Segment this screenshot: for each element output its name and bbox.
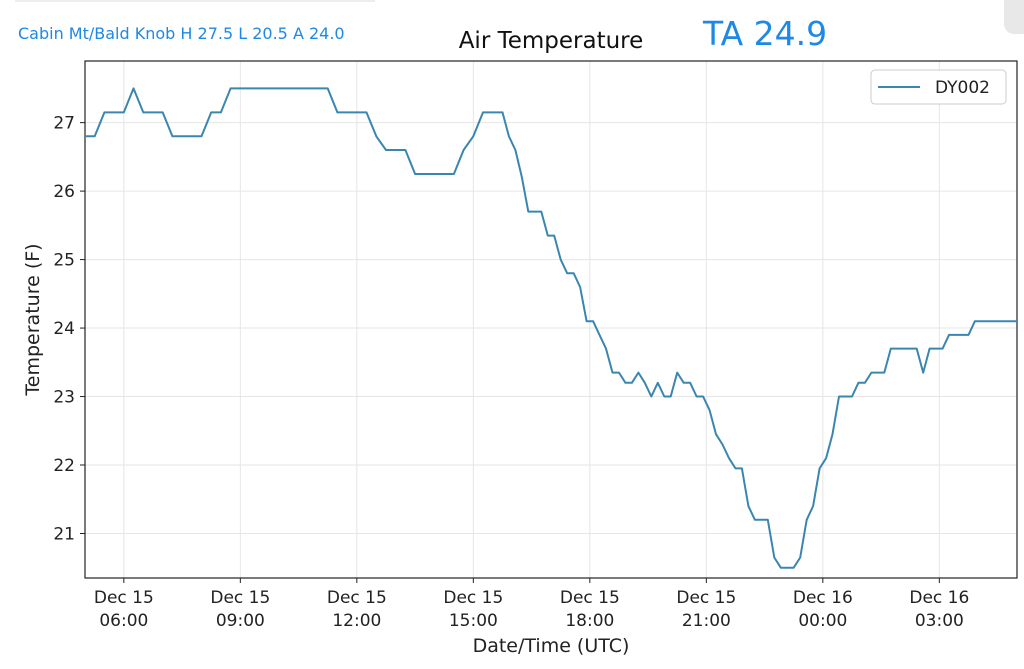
x-tick-label: 21:00 — [682, 611, 731, 631]
scroll-corner — [1004, 0, 1024, 34]
series-line-dy002 — [85, 87, 1017, 569]
x-tick-label: 18:00 — [565, 611, 614, 631]
x-tick-label: Dec 15 — [560, 588, 620, 608]
legend: DY002 — [870, 69, 1007, 105]
x-tick-label: 03:00 — [915, 611, 964, 631]
current-temperature: TA 24.9 — [703, 14, 828, 53]
x-axis-label: Date/Time (UTC) — [473, 635, 630, 657]
y-axis: 21 22 23 24 25 26 27 — [53, 114, 85, 544]
x-axis: Dec 15 06:00 Dec 15 09:00 Dec 15 12:00 Dec 15 1… — [94, 578, 969, 631]
x-tick-label: 15:00 — [449, 611, 498, 631]
x-tick-label: Dec 15 — [327, 588, 387, 608]
y-tick-label: 22 — [53, 456, 75, 476]
top-divider — [15, 0, 375, 2]
x-tick-label: Dec 15 — [443, 588, 503, 608]
legend-label: DY002 — [935, 78, 990, 98]
y-axis-label: Temperature (F) — [22, 243, 44, 396]
x-tick-label: Dec 16 — [909, 588, 969, 608]
x-tick-label: 06:00 — [99, 611, 148, 631]
x-tick-label: Dec 15 — [210, 588, 270, 608]
x-tick-label: 09:00 — [216, 611, 265, 631]
y-tick-label: 27 — [53, 114, 75, 134]
x-tick-label: 00:00 — [798, 611, 847, 631]
y-tick-label: 25 — [53, 251, 75, 271]
y-tick-label: 24 — [53, 319, 75, 339]
chart-title: Air Temperature — [458, 28, 644, 54]
plot-area — [84, 60, 1018, 579]
x-tick-label: Dec 15 — [94, 588, 154, 608]
y-tick-label: 21 — [53, 524, 75, 544]
y-tick-label: 23 — [53, 388, 75, 408]
x-tick-label: 12:00 — [332, 611, 381, 631]
x-tick-label: Dec 15 — [676, 588, 736, 608]
grid — [85, 61, 1017, 578]
x-tick-label: Dec 16 — [793, 588, 853, 608]
station-summary: Cabin Mt/Bald Knob H 27.5 L 20.5 A 24.0 — [18, 24, 345, 43]
legend-box — [870, 69, 1007, 105]
y-tick-label: 26 — [53, 182, 75, 202]
